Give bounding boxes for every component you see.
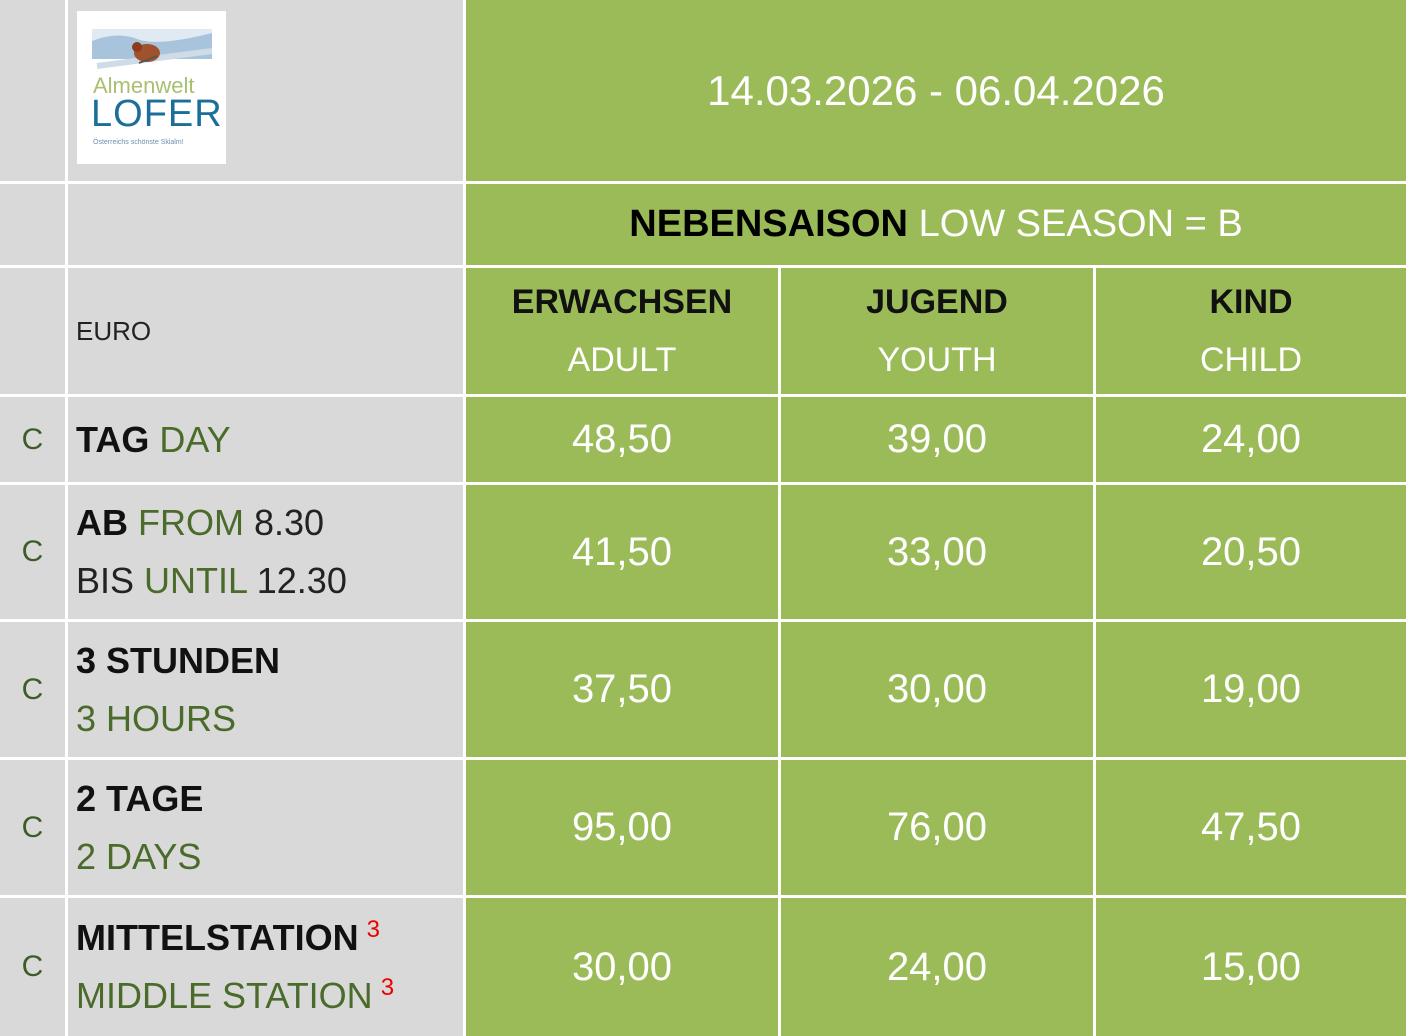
season-de: NEBENSAISON (629, 203, 908, 245)
currency-label: EURO (68, 268, 463, 394)
label-de: 2 TAGE (76, 777, 204, 819)
almenwelt-lofer-logo: Almenwelt LOFER Österreichs schönste Ski… (77, 11, 226, 164)
label-en: MIDDLE STATION (76, 975, 373, 1016)
blank-cell (0, 184, 65, 265)
category-de: KIND (1209, 283, 1293, 321)
date-range: 14.03.2026 - 06.04.2026 (466, 0, 1406, 181)
label-en: 2 DAYS (76, 835, 202, 877)
category-en: YOUTH (877, 341, 997, 379)
price-adult: 41,50 (466, 485, 778, 619)
label-de: MITTELSTATION (76, 917, 359, 958)
category-adult: ERWACHSEN ADULT (466, 268, 778, 394)
label-en: UNTIL (144, 560, 247, 601)
row-label-2-days: 2 TAGE 2 DAYS (68, 760, 463, 895)
label-de: BIS (76, 560, 135, 601)
category-en: CHILD (1199, 341, 1303, 379)
label-de: AB (76, 502, 128, 543)
price-adult: 48,50 (466, 397, 778, 482)
footnote-marker: 3 (380, 974, 395, 1001)
row-code: C (0, 622, 65, 757)
row-label-3-hours: 3 STUNDEN 3 HOURS (68, 622, 463, 757)
row-label-middle-station: MITTELSTATION 3 MIDDLE STATION 3 (68, 898, 463, 1036)
price-adult: 95,00 (466, 760, 778, 895)
category-de: JUGEND (866, 283, 1008, 321)
label-en: DAY (159, 418, 231, 460)
season-title: NEBENSAISON LOW SEASON = B (466, 184, 1406, 265)
price-youth: 39,00 (781, 397, 1093, 482)
label-en: FROM (138, 502, 244, 543)
label-de: 3 STUNDEN (76, 639, 281, 681)
row-code: C (0, 397, 65, 482)
logo-line1: Almenwelt (93, 73, 195, 98)
price-child: 47,50 (1096, 760, 1406, 895)
label-time: 12.30 (256, 560, 347, 601)
price-youth: 24,00 (781, 898, 1093, 1036)
price-child: 19,00 (1096, 622, 1406, 757)
label-de: TAG (76, 418, 150, 460)
logo-cell: Almenwelt LOFER Österreichs schönste Ski… (68, 0, 463, 181)
blank-cell (0, 268, 65, 394)
row-code: C (0, 760, 65, 895)
category-en: ADULT (567, 341, 677, 379)
row-label-day: TAG DAY (68, 397, 463, 482)
season-en: LOW SEASON = B (918, 203, 1243, 245)
row-code: C (0, 898, 65, 1036)
price-child: 15,00 (1096, 898, 1406, 1036)
label-en: 3 HOURS (76, 697, 237, 739)
blank-cell (68, 184, 463, 265)
category-de: ERWACHSEN (511, 283, 733, 321)
blank-cell (0, 0, 65, 181)
category-child: KIND CHILD (1096, 268, 1406, 394)
logo-line2: LOFER (91, 93, 223, 135)
row-code: C (0, 485, 65, 619)
logo-tagline: Österreichs schönste Skialm! (93, 139, 184, 146)
price-adult: 30,00 (466, 898, 778, 1036)
price-adult: 37,50 (466, 622, 778, 757)
price-youth: 76,00 (781, 760, 1093, 895)
footnote-marker: 3 (366, 916, 380, 943)
price-child: 24,00 (1096, 397, 1406, 482)
price-youth: 33,00 (781, 485, 1093, 619)
price-child: 20,50 (1096, 485, 1406, 619)
row-label-morning: AB FROM 8.30 BIS UNTIL 12.30 (68, 485, 463, 619)
category-youth: JUGEND YOUTH (781, 268, 1093, 394)
price-youth: 30,00 (781, 622, 1093, 757)
label-time: 8.30 (254, 502, 325, 543)
